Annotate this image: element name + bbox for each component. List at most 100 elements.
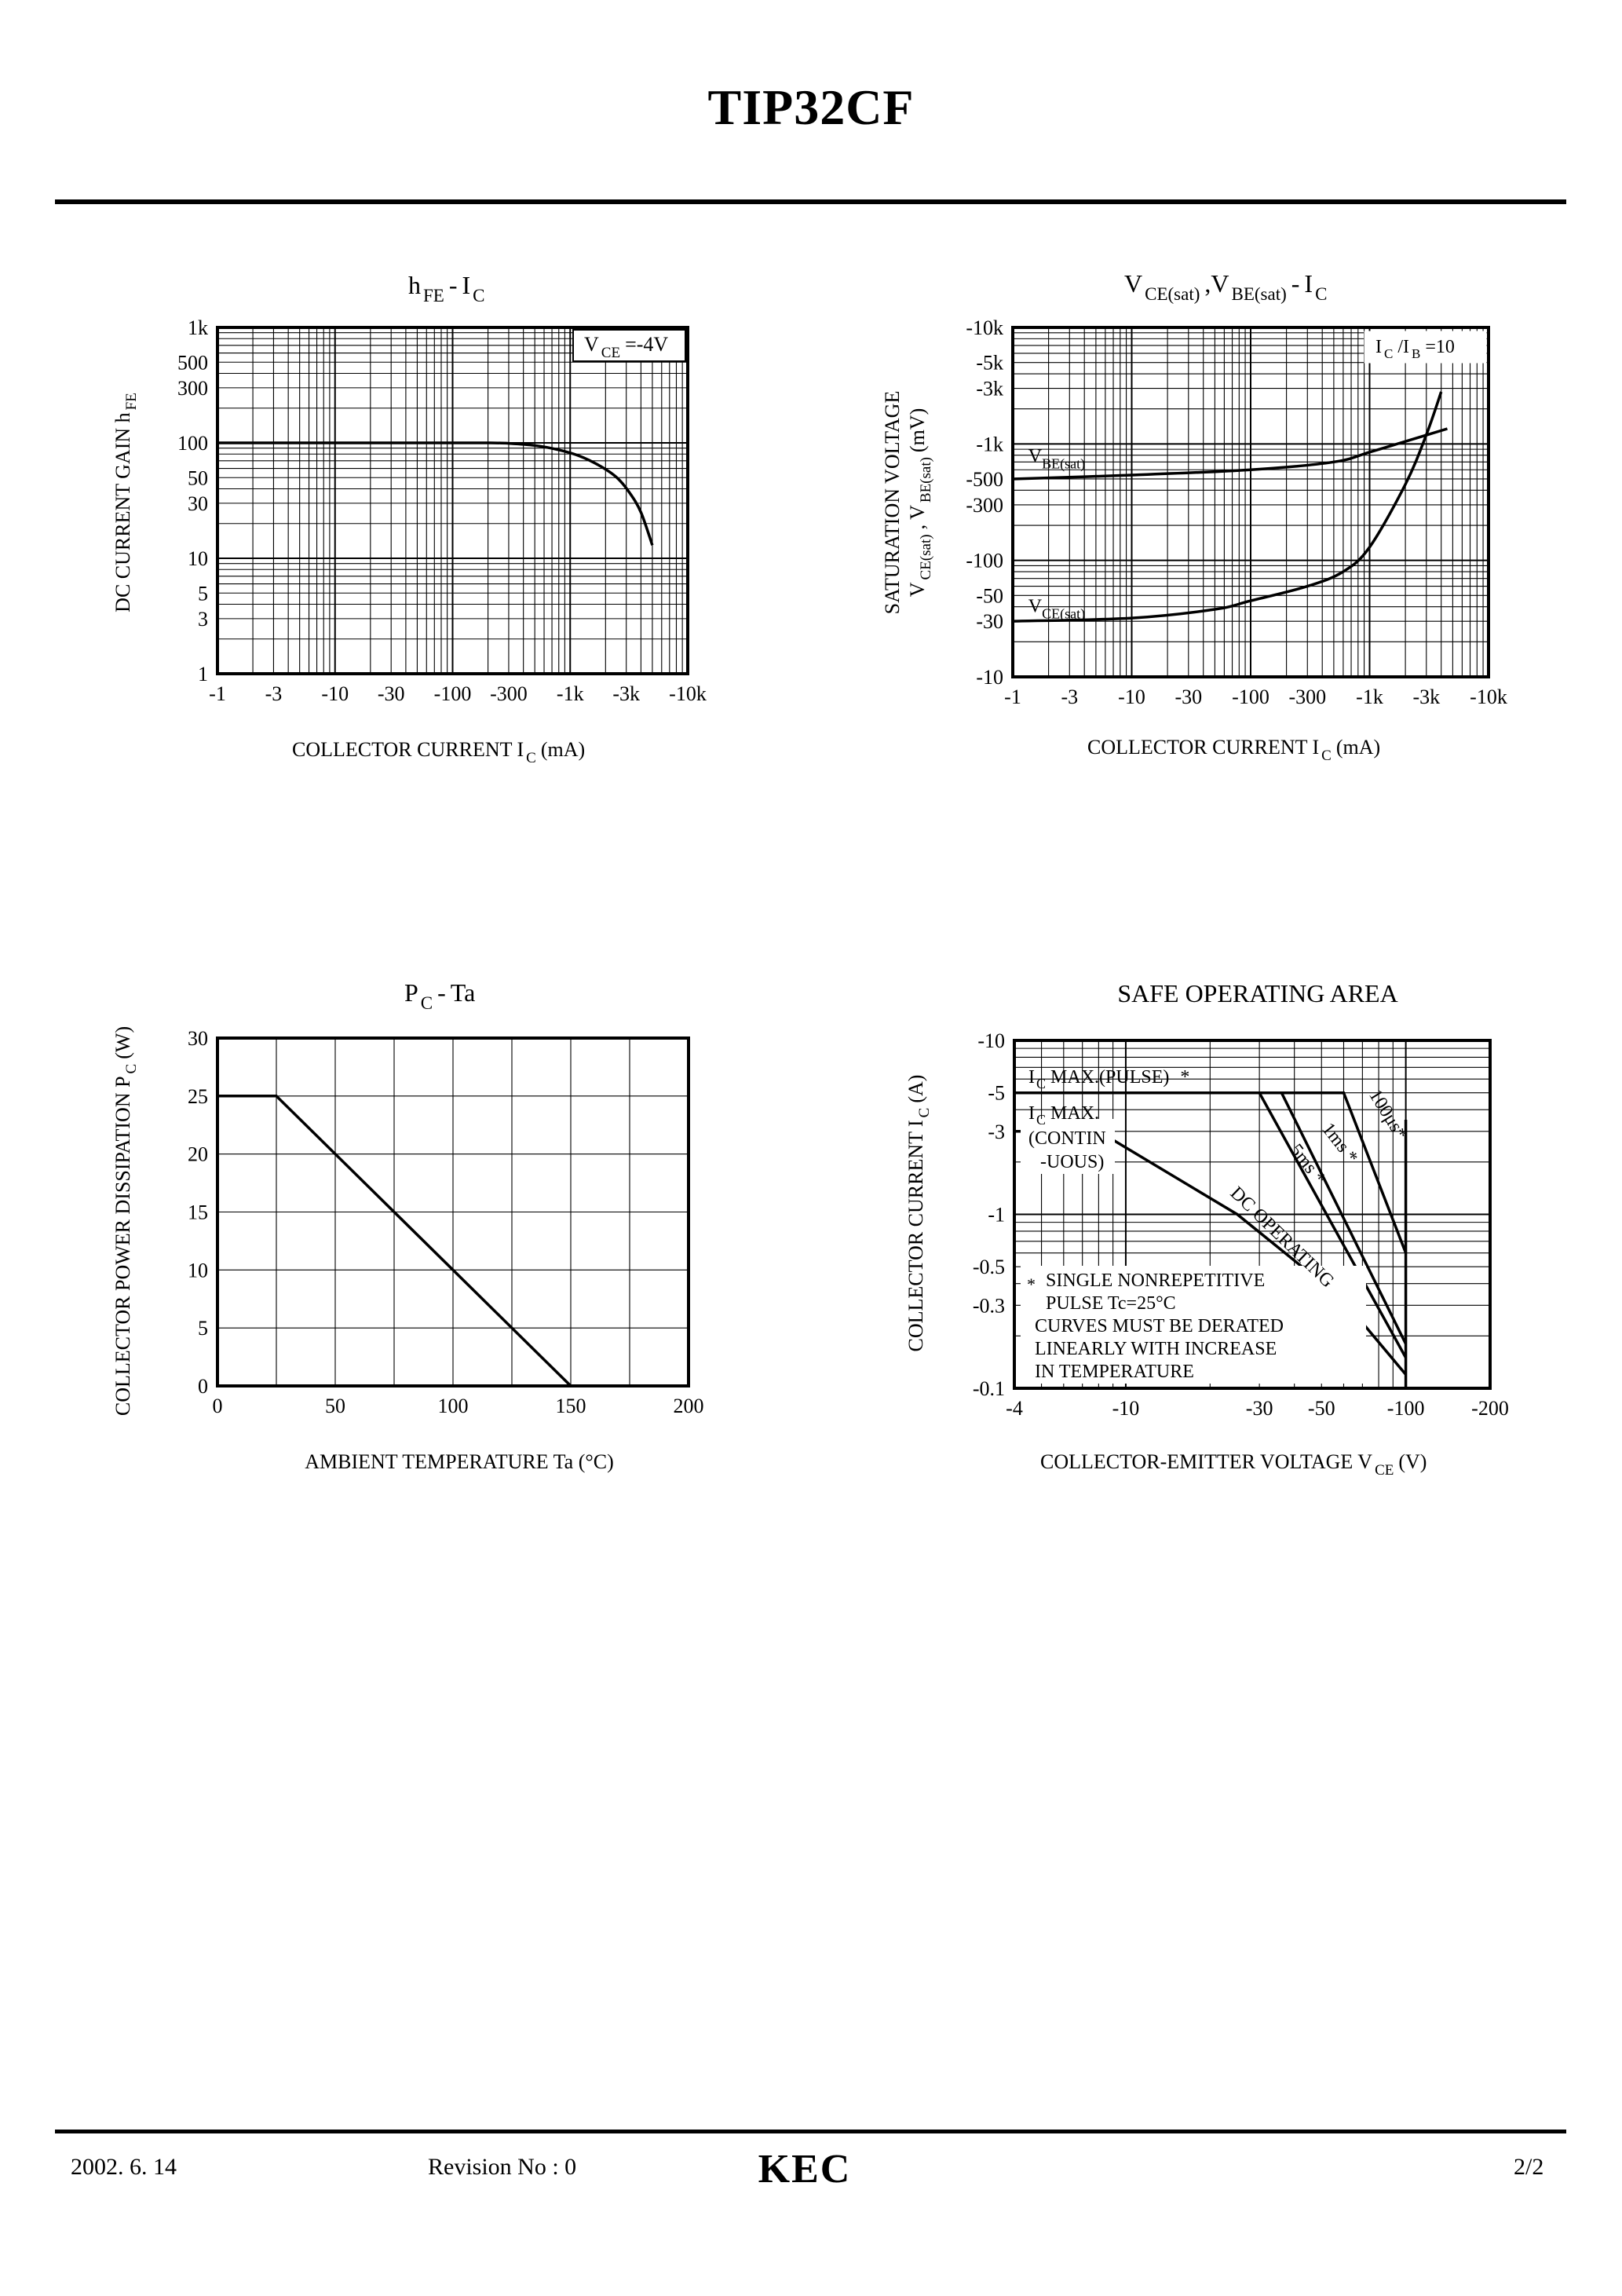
hfe-curve <box>217 441 654 546</box>
x-tick-label: 50 <box>325 1395 345 1417</box>
hfe-chart <box>216 326 689 675</box>
kec-logo-text: KEC <box>758 2148 852 2188</box>
vbe-sat-curve <box>1012 427 1448 481</box>
soa-note-line: LINEARLY WITH INCREASE <box>1035 1339 1277 1359</box>
y-tick-label: 5 <box>198 582 208 605</box>
pc-chart <box>216 1036 690 1387</box>
ratio-annotation-bg <box>1364 331 1487 364</box>
vce-annotation: V CE =-4V <box>584 333 668 361</box>
x-tick-label: -3 <box>265 682 283 705</box>
hfe-x-axis-label: COLLECTOR CURRENT I C (mA) <box>292 738 585 766</box>
y-tick-label: -0.5 <box>973 1256 1005 1278</box>
kec-logo: KEC <box>758 2148 852 2188</box>
x-tick-label: -10k <box>669 682 707 705</box>
x-tick-label: -50 <box>1308 1397 1335 1420</box>
pc-chart-title: P C - Ta <box>404 978 475 1013</box>
note-bg <box>1021 1266 1366 1384</box>
saturation-chart-title: V CE(sat) ,V BE(sat) - I C <box>1124 269 1327 304</box>
x-tick-label: -1 <box>209 682 226 705</box>
plot-frame <box>1011 326 1490 678</box>
soa-note-line: PULSE Tc=25°C <box>1046 1293 1176 1314</box>
top-rule <box>55 199 1566 204</box>
soa-y-axis-label: COLLECTOR CURRENT IC(A) <box>904 1075 933 1352</box>
y-tick-label: -500 <box>966 468 1003 491</box>
saturation-y-axis-label: SATURATION VOLTAGE <box>881 391 904 615</box>
y-tick-label: -5k <box>976 352 1003 375</box>
saturation-x-axis-label: COLLECTOR CURRENT I C (mA) <box>1087 736 1380 764</box>
y-tick-label: -3k <box>976 378 1003 400</box>
x-tick-label: -10 <box>1118 686 1145 708</box>
y-tick-label: 100 <box>177 432 208 455</box>
x-tick-label: 0 <box>213 1395 223 1417</box>
x-tick-label: -100 <box>434 682 472 705</box>
x-tick-label: -3k <box>612 682 640 705</box>
y-tick-label: 300 <box>177 377 208 400</box>
x-tick-label: -4 <box>1006 1397 1023 1420</box>
x-tick-label: -3 <box>1061 686 1078 708</box>
y-tick-label: 30 <box>188 1027 208 1050</box>
ratio-annotation: I C/I B =10 <box>1375 337 1455 361</box>
y-tick-label: -100 <box>966 550 1003 572</box>
y-tick-label: 50 <box>188 466 208 489</box>
y-tick-label: 30 <box>188 492 208 515</box>
y-tick-label: 0 <box>198 1375 208 1398</box>
y-tick-label: 1 <box>198 663 208 686</box>
soa-note-line: CURVES MUST BE DERATED <box>1035 1316 1284 1336</box>
x-tick-label: -10 <box>1112 1397 1140 1420</box>
y-tick-label: 15 <box>188 1201 208 1224</box>
x-tick-label: -10k <box>1470 686 1507 708</box>
y-tick-label: 5 <box>198 1317 208 1340</box>
y-tick-label: -50 <box>976 584 1003 607</box>
ic-max-pulse-label: I C MAX.(PULSE) * <box>1028 1067 1189 1091</box>
hfe-chart-title: h FE - I C <box>408 271 485 305</box>
series-label: VCE(sat) <box>1028 596 1085 622</box>
y-tick-label: -300 <box>966 494 1003 517</box>
y-tick-label: -0.3 <box>973 1294 1005 1317</box>
ic-max-label: I C MAX. <box>1028 1103 1099 1128</box>
y-tick-label: 10 <box>188 547 208 570</box>
contin-bg <box>1021 1119 1115 1174</box>
series-label: VBE(sat) <box>1028 446 1085 472</box>
pc-derating-line <box>217 1095 572 1387</box>
x-tick-label: -1k <box>1356 686 1383 708</box>
soa-curve-label: 1ms * <box>1317 1119 1361 1168</box>
soa-curve-label: 100μs* <box>1364 1086 1411 1143</box>
page-title: TIP32CF <box>707 79 915 135</box>
x-tick-label: -300 <box>1288 686 1326 708</box>
footer-revision: Revision No : 0 <box>428 2154 577 2180</box>
soa-note-line: SINGLE NONREPETITIVE <box>1046 1270 1265 1291</box>
x-tick-label: 200 <box>674 1395 704 1417</box>
y-tick-label: 10 <box>188 1259 208 1281</box>
x-tick-label: -30 <box>378 682 405 705</box>
y-tick-label: -10k <box>966 316 1003 339</box>
x-tick-label: -100 <box>1387 1397 1425 1420</box>
x-tick-label: 100 <box>438 1395 469 1417</box>
y-tick-label: 500 <box>177 351 208 374</box>
x-tick-label: -200 <box>1471 1397 1509 1420</box>
plot-frame <box>216 326 689 675</box>
bottom-rule <box>55 2130 1566 2133</box>
y-tick-label: -3 <box>988 1121 1005 1143</box>
x-tick-label: -300 <box>490 682 528 705</box>
soa-x-axis-label: COLLECTOR-EMITTER VOLTAGE V CE (V) <box>1040 1450 1427 1479</box>
plot-frame <box>216 1036 690 1387</box>
note-star: * <box>1027 1274 1036 1294</box>
soa-curve <box>1014 1091 1408 1254</box>
y-tick-label: 25 <box>188 1085 208 1108</box>
footer-date: 2002. 6. 14 <box>71 2154 177 2180</box>
x-tick-label: -3k <box>1412 686 1440 708</box>
y-tick-label: -5 <box>988 1082 1005 1105</box>
y-tick-label: 3 <box>198 608 208 631</box>
y-tick-label: -1 <box>988 1204 1005 1227</box>
y-tick-label: 1k <box>188 316 208 339</box>
x-tick-label: -1k <box>557 682 584 705</box>
y-tick-label: -0.1 <box>973 1377 1005 1400</box>
vce-sat-curve <box>1012 391 1443 623</box>
plot-frame <box>1013 1039 1492 1390</box>
x-tick-label: -1 <box>1004 686 1021 708</box>
x-tick-label: 150 <box>556 1395 586 1417</box>
footer-page: 2/2 <box>1514 2154 1544 2180</box>
x-tick-label: -30 <box>1246 1397 1273 1420</box>
saturation-chart <box>1011 326 1490 678</box>
pc-y-axis-label: COLLECTOR POWER DISSIPATION PC(W) <box>111 1026 140 1416</box>
